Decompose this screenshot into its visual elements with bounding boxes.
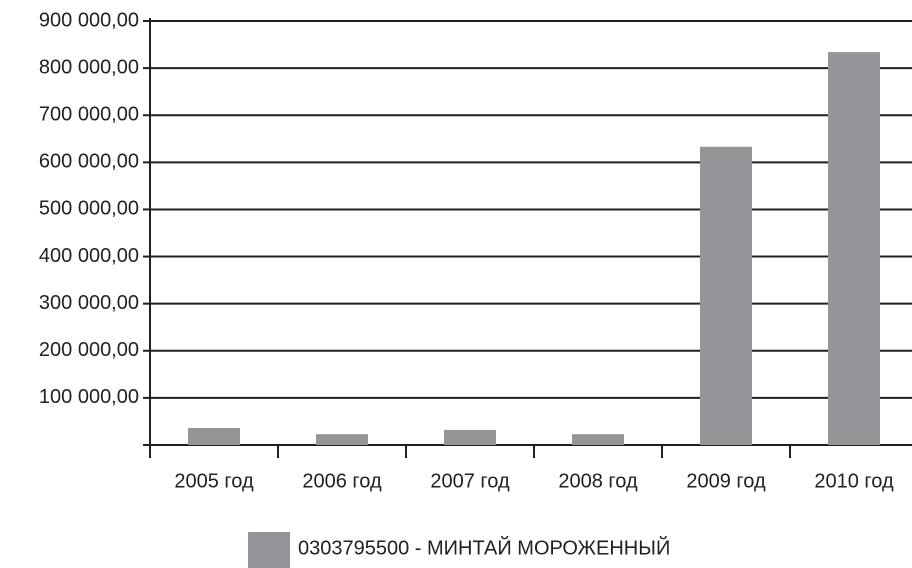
x-tick-label: 2005 год [174, 470, 254, 492]
bar [700, 146, 752, 445]
y-tick-label: 500 000,00 [39, 198, 139, 220]
x-tick-label: 2008 год [558, 470, 638, 492]
y-tick-label: 400 000,00 [39, 245, 139, 267]
bar [444, 429, 496, 445]
y-tick-label: 100 000,00 [39, 386, 139, 408]
x-tick-label: 2010 год [814, 470, 894, 492]
y-tick-label: 600 000,00 [39, 151, 139, 173]
bar [188, 428, 240, 445]
x-tick-label: 2006 год [302, 470, 382, 492]
y-tick-label: 800 000,00 [39, 56, 139, 78]
y-tick-label: 300 000,00 [39, 292, 139, 314]
legend-swatch [248, 532, 290, 568]
y-tick-label: 900 000,00 [39, 9, 139, 31]
x-tick-label: 2007 год [430, 470, 510, 492]
y-tick-label: 700 000,00 [39, 104, 139, 126]
x-tick-label: 2009 год [686, 470, 766, 492]
legend-label: 0303795500 - МИНТАЙ МОРОЖЕННЫЙ [298, 535, 670, 559]
y-tick-label: 200 000,00 [39, 339, 139, 361]
bar [572, 434, 624, 445]
bar [316, 434, 368, 445]
bar [828, 52, 880, 446]
